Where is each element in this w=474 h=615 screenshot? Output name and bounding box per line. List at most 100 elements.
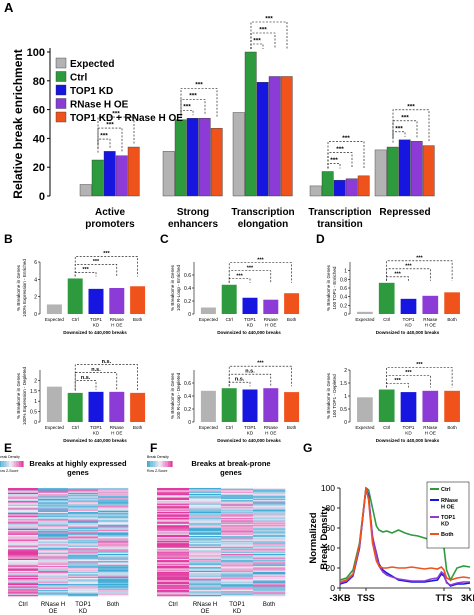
heatmap-cell bbox=[157, 578, 190, 580]
heatmap-cell bbox=[221, 545, 254, 548]
bar bbox=[67, 278, 83, 314]
heatmap-cell bbox=[157, 566, 190, 568]
heatmap-cell bbox=[157, 528, 190, 531]
heatmap-cell bbox=[157, 590, 190, 592]
sig-bracket-label: n.s. bbox=[245, 369, 255, 375]
x-tick-label: -3KB bbox=[329, 593, 351, 603]
color-key-cell bbox=[158, 461, 160, 467]
column-label: Ctrl bbox=[168, 602, 177, 608]
sig-bracket-line bbox=[74, 256, 138, 277]
heatmap-cell bbox=[221, 594, 254, 597]
heatmap-cell bbox=[38, 588, 69, 591]
heatmap-cell bbox=[98, 532, 129, 534]
category-label: TOP1 KD bbox=[244, 425, 256, 436]
y-tick-label: 20 bbox=[33, 162, 45, 174]
heatmap-cell bbox=[8, 560, 39, 562]
heatmap-cell bbox=[38, 590, 69, 592]
heatmap-cell bbox=[221, 549, 254, 551]
heatmap-cell bbox=[8, 540, 39, 543]
heatmap-cell bbox=[8, 521, 39, 524]
heatmap-cell bbox=[98, 570, 129, 573]
heatmap-cell bbox=[98, 497, 129, 500]
heatmap-cell bbox=[38, 550, 69, 552]
heatmap-cell bbox=[8, 539, 39, 542]
heatmap-cell bbox=[68, 549, 99, 551]
heatmap-cell bbox=[253, 560, 286, 562]
heatmap-cell bbox=[221, 530, 254, 532]
column-label: RNase H OE bbox=[41, 602, 65, 615]
heatmap-cell bbox=[68, 495, 99, 497]
heatmap-cell bbox=[221, 494, 254, 496]
heatmap-cell bbox=[221, 590, 254, 592]
heatmap-cell bbox=[221, 578, 254, 580]
heatmap-cell bbox=[253, 549, 286, 551]
heatmap-cell bbox=[38, 576, 69, 579]
heatmap-cell bbox=[189, 518, 222, 520]
legend-label: Ctrl bbox=[441, 487, 451, 493]
heatmap-cell bbox=[8, 514, 39, 516]
heatmap-cell bbox=[98, 506, 129, 508]
heatmap-cell bbox=[189, 509, 222, 512]
color-key-cell bbox=[14, 461, 16, 467]
heatmap-cell bbox=[253, 530, 286, 532]
heatmap-cell bbox=[68, 578, 99, 580]
heatmap-cell bbox=[68, 556, 99, 558]
heatmap-cell bbox=[38, 570, 69, 573]
heatmap-cell bbox=[189, 530, 222, 532]
heatmap-cell bbox=[253, 519, 286, 521]
legend-swatch bbox=[55, 71, 67, 82]
heatmap-cell bbox=[38, 503, 69, 506]
heatmap-cell bbox=[68, 506, 99, 508]
bar bbox=[198, 118, 211, 197]
heatmap-cell bbox=[38, 527, 69, 530]
bar bbox=[174, 119, 187, 197]
heatmap-cell bbox=[221, 497, 254, 500]
heatmap-cell bbox=[68, 590, 99, 592]
y-axis-label: NormalizedBreak Density bbox=[308, 506, 330, 570]
heatmap-cell bbox=[68, 591, 99, 593]
heatmap-cell bbox=[68, 550, 99, 552]
heatmap-cell bbox=[221, 491, 254, 494]
heatmap-cell bbox=[253, 510, 286, 513]
heatmap-cell bbox=[253, 532, 286, 534]
category-label: Transcription elongation bbox=[231, 207, 294, 230]
color-key-cell bbox=[150, 461, 152, 467]
heatmap-cell bbox=[221, 544, 254, 546]
heatmap-cell bbox=[38, 492, 69, 495]
heatmap-cell bbox=[8, 506, 39, 508]
heatmap-cell bbox=[157, 581, 190, 584]
y-tick-label: 100 bbox=[27, 47, 45, 59]
heatmap-cell bbox=[221, 500, 254, 502]
heatmap-cell bbox=[98, 576, 129, 579]
heatmap-cell bbox=[8, 567, 39, 569]
heatmap-cell bbox=[189, 532, 222, 534]
heatmap-cell bbox=[68, 537, 99, 539]
heatmap-cell bbox=[8, 566, 39, 568]
heatmap-cell bbox=[253, 590, 286, 592]
heatmap-cell bbox=[189, 590, 222, 592]
heatmap-cell bbox=[157, 502, 190, 504]
heatmap-cell bbox=[157, 494, 190, 496]
heatmap-cell bbox=[98, 510, 129, 513]
heatmap-cell bbox=[253, 497, 286, 500]
heatmap-cell bbox=[98, 491, 129, 494]
heatmap-cell bbox=[98, 538, 129, 540]
heatmap-cell bbox=[189, 506, 222, 508]
heatmap-cell bbox=[98, 521, 129, 524]
heatmap-cell bbox=[38, 579, 69, 581]
heatmap-cell bbox=[98, 554, 129, 556]
heatmap-cell bbox=[253, 567, 286, 569]
heatmap-cell bbox=[253, 526, 286, 528]
heatmap-cell bbox=[221, 501, 254, 503]
bar bbox=[46, 386, 62, 422]
panel-c-top-chart: 0 0.2 0.4 0.6% Breakome in Genes100 R-Loop … bbox=[170, 257, 300, 335]
heatmap-cell bbox=[189, 504, 222, 507]
heatmap-cell bbox=[253, 490, 286, 492]
heatmap-cell bbox=[68, 494, 99, 496]
heatmap-cell bbox=[98, 578, 129, 580]
heatmap-cell bbox=[189, 593, 222, 596]
heatmap-cell bbox=[157, 564, 190, 567]
heatmap-cell bbox=[253, 578, 286, 580]
heatmap-cell bbox=[253, 531, 286, 533]
